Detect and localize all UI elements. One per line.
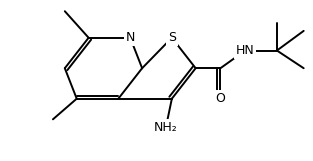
Text: NH₂: NH₂ (154, 121, 178, 134)
Text: HN: HN (236, 44, 254, 57)
Text: N: N (126, 31, 135, 44)
Text: S: S (168, 31, 176, 44)
Text: O: O (215, 92, 225, 105)
